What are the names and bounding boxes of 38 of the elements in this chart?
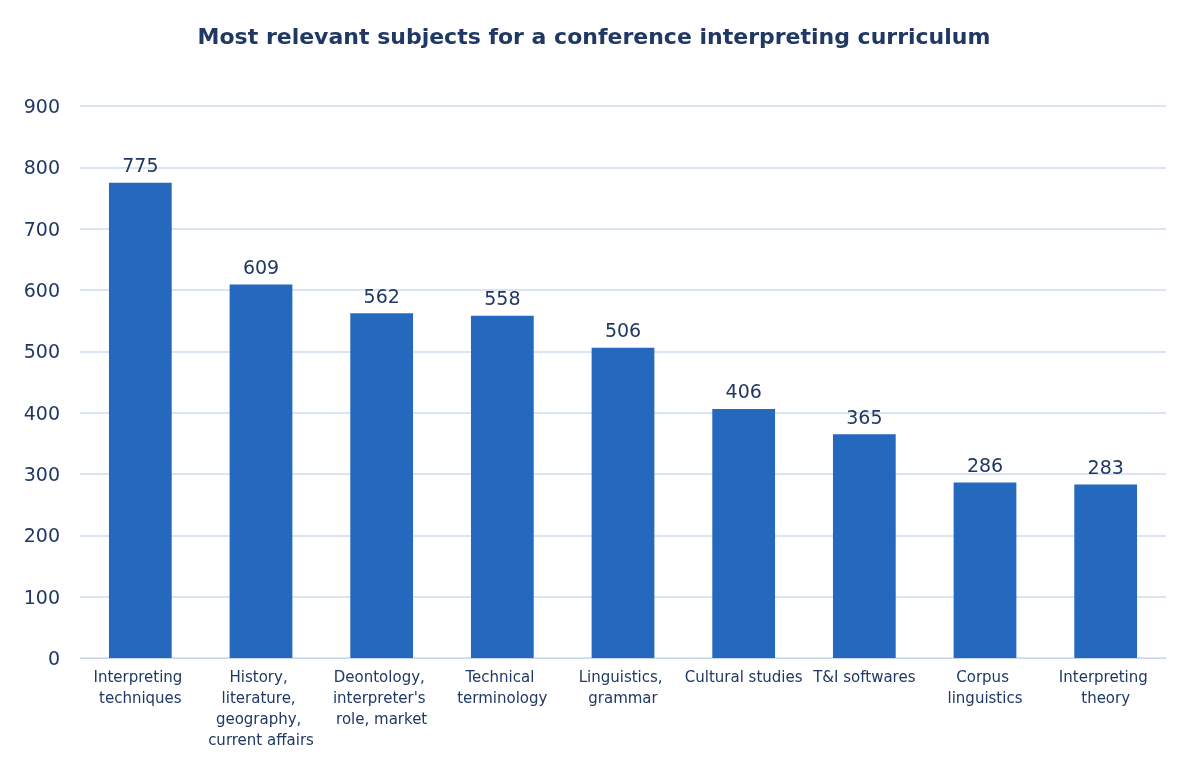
data-label: 286 — [966, 454, 1004, 477]
bar — [591, 347, 655, 658]
y-tick-label: 100 — [23, 585, 60, 608]
x-tick-label: Cultural studies — [684, 667, 803, 686]
x-tick-label: History, literature, geography, current affairs — [208, 667, 315, 749]
bar — [350, 313, 414, 658]
data-label: 558 — [484, 287, 521, 310]
bar — [953, 482, 1017, 658]
x-tick-label: Interpreting techniques — [93, 667, 188, 707]
y-tick-label: 400 — [23, 401, 60, 424]
chart-title: Most relevant subjects for a conference interpreting curriculum — [197, 23, 991, 49]
x-tick-label: Technical terminology — [457, 667, 548, 707]
bar — [470, 315, 534, 658]
bar — [108, 182, 172, 658]
data-label: 506 — [604, 319, 642, 342]
y-tick-label: 900 — [23, 95, 60, 117]
y-tick-label: 800 — [23, 156, 60, 179]
bar — [1074, 484, 1138, 658]
data-label: 365 — [846, 405, 883, 428]
x-tick-label: Deontology, interpreter's role, market — [332, 667, 431, 728]
y-tick-label: 200 — [23, 524, 60, 547]
data-label: 609 — [242, 255, 280, 278]
y-tick-label: 700 — [23, 217, 60, 240]
y-tick-label: 300 — [23, 463, 60, 485]
bar — [712, 408, 776, 658]
data-label: 562 — [363, 284, 400, 307]
y-tick-label: 500 — [23, 340, 60, 363]
data-label: 775 — [122, 154, 159, 177]
x-tick-label: Interpreting theory — [1058, 667, 1153, 707]
data-label: 283 — [1087, 455, 1124, 478]
y-tick-label: 600 — [23, 279, 60, 301]
x-tick-label: Linguistics, grammar — [578, 667, 668, 707]
x-tick-label: T&I softwares — [812, 667, 916, 686]
x-tick-label: Corpus linguistics — [947, 667, 1023, 707]
data-label: 406 — [725, 380, 762, 403]
bar — [229, 284, 293, 658]
y-tick-label: 0 — [47, 647, 60, 669]
bar — [832, 434, 896, 658]
